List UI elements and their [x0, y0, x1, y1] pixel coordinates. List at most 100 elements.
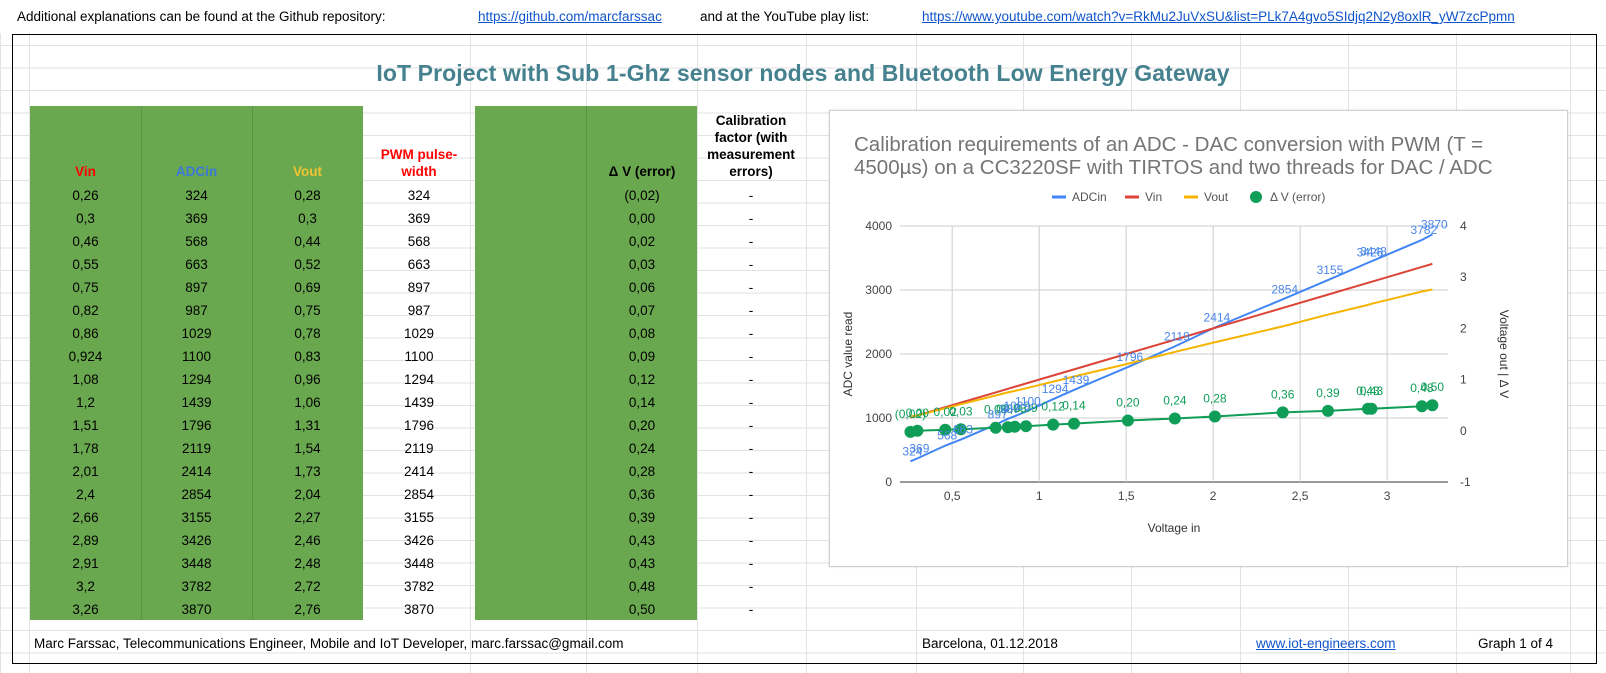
cell-adcin[interactable]: 1029 — [181, 326, 212, 341]
cell-delta-v[interactable]: 0,28 — [628, 464, 656, 479]
cell-pwm[interactable]: 1294 — [403, 372, 435, 387]
cell-vout[interactable]: 2,27 — [294, 510, 321, 525]
cell-adcin[interactable]: 1796 — [181, 418, 212, 433]
cell-vout[interactable]: 1,73 — [294, 464, 321, 479]
cell-pwm[interactable]: 2854 — [403, 487, 435, 502]
cell-pwm[interactable]: 3448 — [403, 556, 435, 571]
cell-calibration[interactable]: - — [748, 372, 754, 387]
header-vout[interactable]: Vout — [293, 164, 322, 179]
cell-adcin[interactable]: 2854 — [181, 487, 212, 502]
cell-vin[interactable]: 0,26 — [72, 188, 99, 203]
cell-calibration[interactable]: - — [748, 280, 754, 295]
cell-vout[interactable]: 0,83 — [294, 349, 321, 364]
cell-pwm[interactable]: 987 — [407, 303, 431, 318]
cell-adcin[interactable]: 3155 — [181, 510, 212, 525]
cell-calibration[interactable]: - — [748, 556, 754, 571]
cell-blank[interactable] — [475, 598, 587, 621]
cell-pwm[interactable]: 2119 — [404, 441, 434, 456]
cell-vout[interactable]: 2,76 — [294, 602, 321, 617]
cell-vin[interactable]: 2,01 — [72, 464, 99, 479]
cell-delta-v[interactable]: 0,24 — [628, 441, 656, 456]
header-adcin[interactable]: ADCin — [175, 164, 218, 179]
cell-vout[interactable]: 2,46 — [294, 533, 321, 548]
cell-pwm[interactable]: 2414 — [403, 464, 435, 479]
cell-adcin[interactable]: 1294 — [181, 372, 212, 387]
youtube-link[interactable]: https://www.youtube.com/watch?v=RkMu2JuV… — [922, 9, 1515, 24]
cell-adcin[interactable]: 987 — [185, 303, 208, 318]
cell-pwm[interactable]: 3426 — [403, 533, 435, 548]
cell-vin[interactable]: 2,89 — [72, 533, 99, 548]
cell-pwm[interactable]: 369 — [407, 211, 431, 226]
cell-vin[interactable]: 0,75 — [72, 280, 99, 295]
cell-delta-v[interactable]: 0,48 — [628, 579, 656, 594]
cell-vin[interactable]: 2,66 — [72, 510, 99, 525]
cell-blank[interactable] — [475, 575, 587, 598]
cell-vin[interactable]: 0,55 — [72, 257, 99, 272]
footer-site-link[interactable]: www.iot-engineers.com — [1256, 636, 1396, 651]
cell-adcin[interactable]: 324 — [185, 188, 208, 203]
cell-blank[interactable] — [475, 207, 587, 230]
cell-calibration[interactable]: - — [748, 211, 754, 226]
cell-calibration[interactable]: - — [748, 234, 754, 249]
cell-adcin[interactable]: 568 — [185, 234, 208, 249]
cell-adcin[interactable]: 3448 — [181, 556, 212, 571]
cell-vin[interactable]: 2,91 — [72, 556, 99, 571]
cell-calibration[interactable]: - — [748, 510, 754, 525]
cell-blank[interactable] — [475, 391, 587, 414]
cell-calibration[interactable]: - — [748, 602, 754, 617]
cell-vin[interactable]: 0,82 — [72, 303, 99, 318]
cell-adcin[interactable]: 897 — [185, 280, 208, 295]
cell-vout[interactable]: 1,31 — [294, 418, 321, 433]
cell-pwm[interactable]: 3782 — [403, 579, 435, 594]
github-link[interactable]: https://github.com/marcfarssac — [478, 9, 662, 24]
cell-vin[interactable]: 3,2 — [76, 579, 95, 594]
cell-blank[interactable] — [475, 529, 587, 552]
chart-panel[interactable]: Calibration requirements of an ADC - DAC… — [829, 110, 1568, 567]
cell-calibration[interactable]: - — [748, 464, 754, 479]
cell-calibration[interactable]: - — [748, 579, 754, 594]
cell-delta-v[interactable]: 0,43 — [628, 533, 656, 548]
header-calibration[interactable]: Calibration factor (with measurement err… — [707, 113, 795, 179]
cell-delta-v[interactable]: 0,36 — [628, 487, 656, 502]
cell-calibration[interactable]: - — [748, 418, 754, 433]
cell-blank[interactable] — [475, 506, 587, 529]
cell-delta-v[interactable]: 0,43 — [628, 556, 656, 571]
cell-pwm[interactable]: 324 — [407, 188, 431, 203]
header-vin[interactable]: Vin — [75, 164, 96, 179]
cell-vout[interactable]: 2,04 — [294, 487, 321, 502]
cell-delta-v[interactable]: 0,09 — [628, 349, 656, 364]
cell-vin[interactable]: 3,26 — [72, 602, 99, 617]
cell-delta-v[interactable]: (0,02) — [624, 188, 660, 203]
cell-vin[interactable]: 0,3 — [76, 211, 95, 226]
cell-delta-v[interactable]: 0,12 — [628, 372, 656, 387]
cell-vout[interactable]: 1,54 — [294, 441, 321, 456]
cell-blank[interactable] — [475, 552, 587, 575]
cell-calibration[interactable]: - — [748, 303, 754, 318]
cell-delta-v[interactable]: 0,50 — [628, 602, 656, 617]
cell-adcin[interactable]: 1100 — [181, 349, 212, 364]
cell-vout[interactable]: 0,69 — [294, 280, 321, 295]
cell-vout[interactable]: 0,3 — [298, 211, 317, 226]
cell-pwm[interactable]: 1029 — [403, 326, 435, 341]
cell-blank[interactable] — [475, 184, 587, 207]
cell-adcin[interactable]: 3426 — [181, 533, 212, 548]
cell-calibration[interactable]: - — [748, 188, 754, 203]
cell-blank[interactable] — [475, 368, 587, 391]
cell-vin[interactable]: 1,08 — [72, 372, 99, 387]
cell-delta-v[interactable]: 0,00 — [628, 211, 656, 226]
cell-pwm[interactable]: 663 — [407, 257, 431, 272]
cell-blank[interactable] — [475, 483, 587, 506]
cell-pwm[interactable]: 1796 — [403, 418, 435, 433]
cell-blank[interactable] — [475, 230, 587, 253]
cell-vout[interactable]: 0,28 — [294, 188, 321, 203]
cell-delta-v[interactable]: 0,08 — [628, 326, 656, 341]
cell-vout[interactable]: 0,75 — [294, 303, 321, 318]
cell-calibration[interactable]: - — [748, 395, 754, 410]
cell-vin[interactable]: 0,86 — [72, 326, 99, 341]
cell-adcin[interactable]: 3870 — [181, 602, 212, 617]
cell-adcin[interactable]: 663 — [185, 257, 208, 272]
cell-adcin[interactable]: 1439 — [181, 395, 212, 410]
cell-delta-v[interactable]: 0,03 — [628, 257, 656, 272]
cell-vout[interactable]: 0,44 — [294, 234, 321, 249]
header-pwm[interactable]: PWM pulse-width — [380, 147, 458, 179]
